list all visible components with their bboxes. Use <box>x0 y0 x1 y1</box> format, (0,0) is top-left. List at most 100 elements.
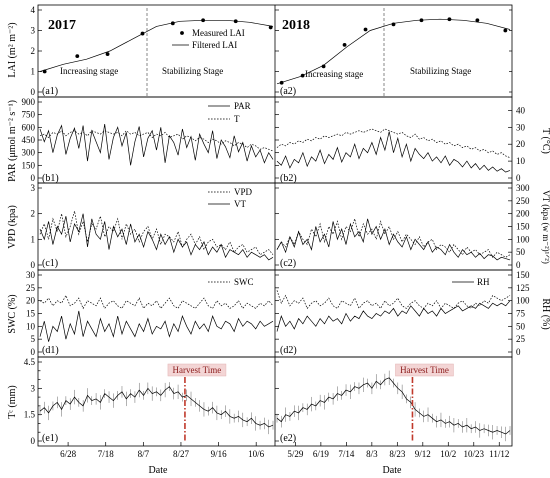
y-tick-label-right: 10 <box>516 156 526 166</box>
y-tick-label: 0 <box>31 347 36 357</box>
measured-lai-point <box>447 17 452 22</box>
x-tick-label: 8/23 <box>389 449 406 459</box>
y-tick-label: 30 <box>26 270 36 280</box>
series-vt-line <box>39 213 274 261</box>
y-tick-label-right: 125 <box>516 283 530 293</box>
y-tick-label: 3 <box>31 26 36 36</box>
y-tick-label-right: 50 <box>516 321 526 331</box>
measured-lai-point <box>279 80 284 85</box>
y-tick-label: 15 <box>26 309 36 319</box>
series-vpd-line <box>39 211 274 256</box>
harvest-label-box <box>167 363 227 377</box>
legend-vpd: VPD <box>234 187 253 197</box>
measured-lai-point <box>268 25 273 30</box>
panel-label-d1: (d1) <box>42 345 59 356</box>
panel-label-e2: (e2) <box>280 433 296 444</box>
legend-measured-marker <box>180 31 184 35</box>
y-tick-label: 450 <box>22 135 36 145</box>
harvest-time-label: Harvest Time <box>400 365 449 375</box>
plot-layer: 0123401503004506007509000102030400123050… <box>22 5 531 459</box>
stage-label-stabilizing-2018: Stabilizing Stage <box>410 66 471 76</box>
y-label-lai: LAI (m² m⁻²) <box>7 22 18 77</box>
series-vpd-line <box>276 217 511 258</box>
y-tick-label-right: 100 <box>516 234 530 244</box>
y-tick-label-right: 150 <box>516 270 530 280</box>
series-t-line <box>276 128 511 159</box>
x-tick-label: 5/29 <box>287 449 304 459</box>
series-rh-line <box>39 310 274 342</box>
measured-lai-point <box>475 18 480 23</box>
legend-rh: RH <box>477 277 490 287</box>
x-tick-label: 9/16 <box>211 449 228 459</box>
y-label-tc: Tᶜ (mm) <box>7 385 18 418</box>
y-tick-label: 3 <box>31 383 36 393</box>
measured-lai-point <box>140 31 145 36</box>
y-tick-label: 900 <box>22 97 36 107</box>
measured-lai-point <box>342 42 347 47</box>
y-tick-label: 1 <box>31 234 36 244</box>
y-tick-label-right: 0 <box>516 260 521 270</box>
x-tick-label: 8/3 <box>366 449 378 459</box>
measured-lai-point <box>419 18 424 23</box>
panel-label-c2: (c2) <box>280 258 296 269</box>
x-tick-label: 6/28 <box>60 449 77 459</box>
stage-label-increasing-2017: Increasing stage <box>60 66 118 76</box>
measured-lai-point <box>503 28 508 33</box>
panel-label-e1: (e1) <box>42 433 58 444</box>
y-tick-label-right: 200 <box>516 209 530 219</box>
y-tick-label-right: 0 <box>516 173 521 183</box>
legend-vt: VT <box>234 199 246 209</box>
x-label-date-2017: Date <box>149 465 168 476</box>
series-par-line <box>39 123 274 166</box>
y-tick-label: 2 <box>31 209 36 219</box>
tc-line <box>39 386 274 428</box>
measured-lai-point <box>363 27 368 32</box>
y-tick-label-right: 20 <box>516 139 526 149</box>
panel-label-c1: (c1) <box>42 258 58 269</box>
panel-label-a2: (a2) <box>280 86 296 97</box>
x-label-date-2018: Date <box>383 465 402 476</box>
y-tick-label-right: 100 <box>516 296 530 306</box>
y-tick-label: 20 <box>26 296 36 306</box>
y-label-vpd: VPD (kpa) <box>7 205 18 249</box>
measured-lai-point <box>42 69 47 74</box>
legend-measured-lai: Measured LAI <box>192 28 245 38</box>
y-label-swc: SWC (%) <box>7 294 18 333</box>
y-tick-label: 3 <box>31 183 36 193</box>
y-tick-label-right: 150 <box>516 222 530 232</box>
y-tick-label: 300 <box>22 148 36 158</box>
measured-lai-point <box>170 21 175 26</box>
x-tick-label: 10/6 <box>248 449 265 459</box>
y-tick-label: 0 <box>31 436 36 446</box>
measured-lai-point <box>300 73 305 78</box>
x-tick-label: 8/27 <box>173 449 190 459</box>
year-label-2018: 2018 <box>282 18 310 33</box>
harvest-label-box <box>395 363 454 377</box>
y-tick-label: 10 <box>26 321 36 331</box>
y-tick-label-right: 40 <box>516 105 526 115</box>
measured-lai-point <box>75 54 80 59</box>
y-tick-label-right: 30 <box>516 122 526 132</box>
panel-label-b2: (b2) <box>280 173 297 184</box>
harvest-time-label: Harvest Time <box>173 365 222 375</box>
y-tick-label-right: 25 <box>516 334 526 344</box>
x-tick-label: 6/19 <box>313 449 330 459</box>
series-t-line <box>39 130 274 152</box>
y-label-rh: RH (%) <box>540 298 550 329</box>
y-tick-label-right: 0 <box>516 347 521 357</box>
panel-label-b1: (b1) <box>42 173 59 184</box>
y-tick-label: 4 <box>31 5 36 15</box>
year-label-2017: 2017 <box>48 18 76 33</box>
y-tick-label: 1.5 <box>24 410 36 420</box>
series-vt-line <box>276 218 511 261</box>
y-tick-label: 5 <box>31 334 36 344</box>
measured-lai-point <box>391 22 396 27</box>
series-swc-line <box>39 294 274 310</box>
x-tick-label: 9/12 <box>415 449 431 459</box>
label-layer: 2017 2018 Increasing stage Stabilizing S… <box>7 18 550 476</box>
y-tick-label: 1 <box>31 67 36 77</box>
y-tick-label: 150 <box>22 160 36 170</box>
y-tick-label: 750 <box>22 110 36 120</box>
legend-t: T <box>234 114 240 124</box>
